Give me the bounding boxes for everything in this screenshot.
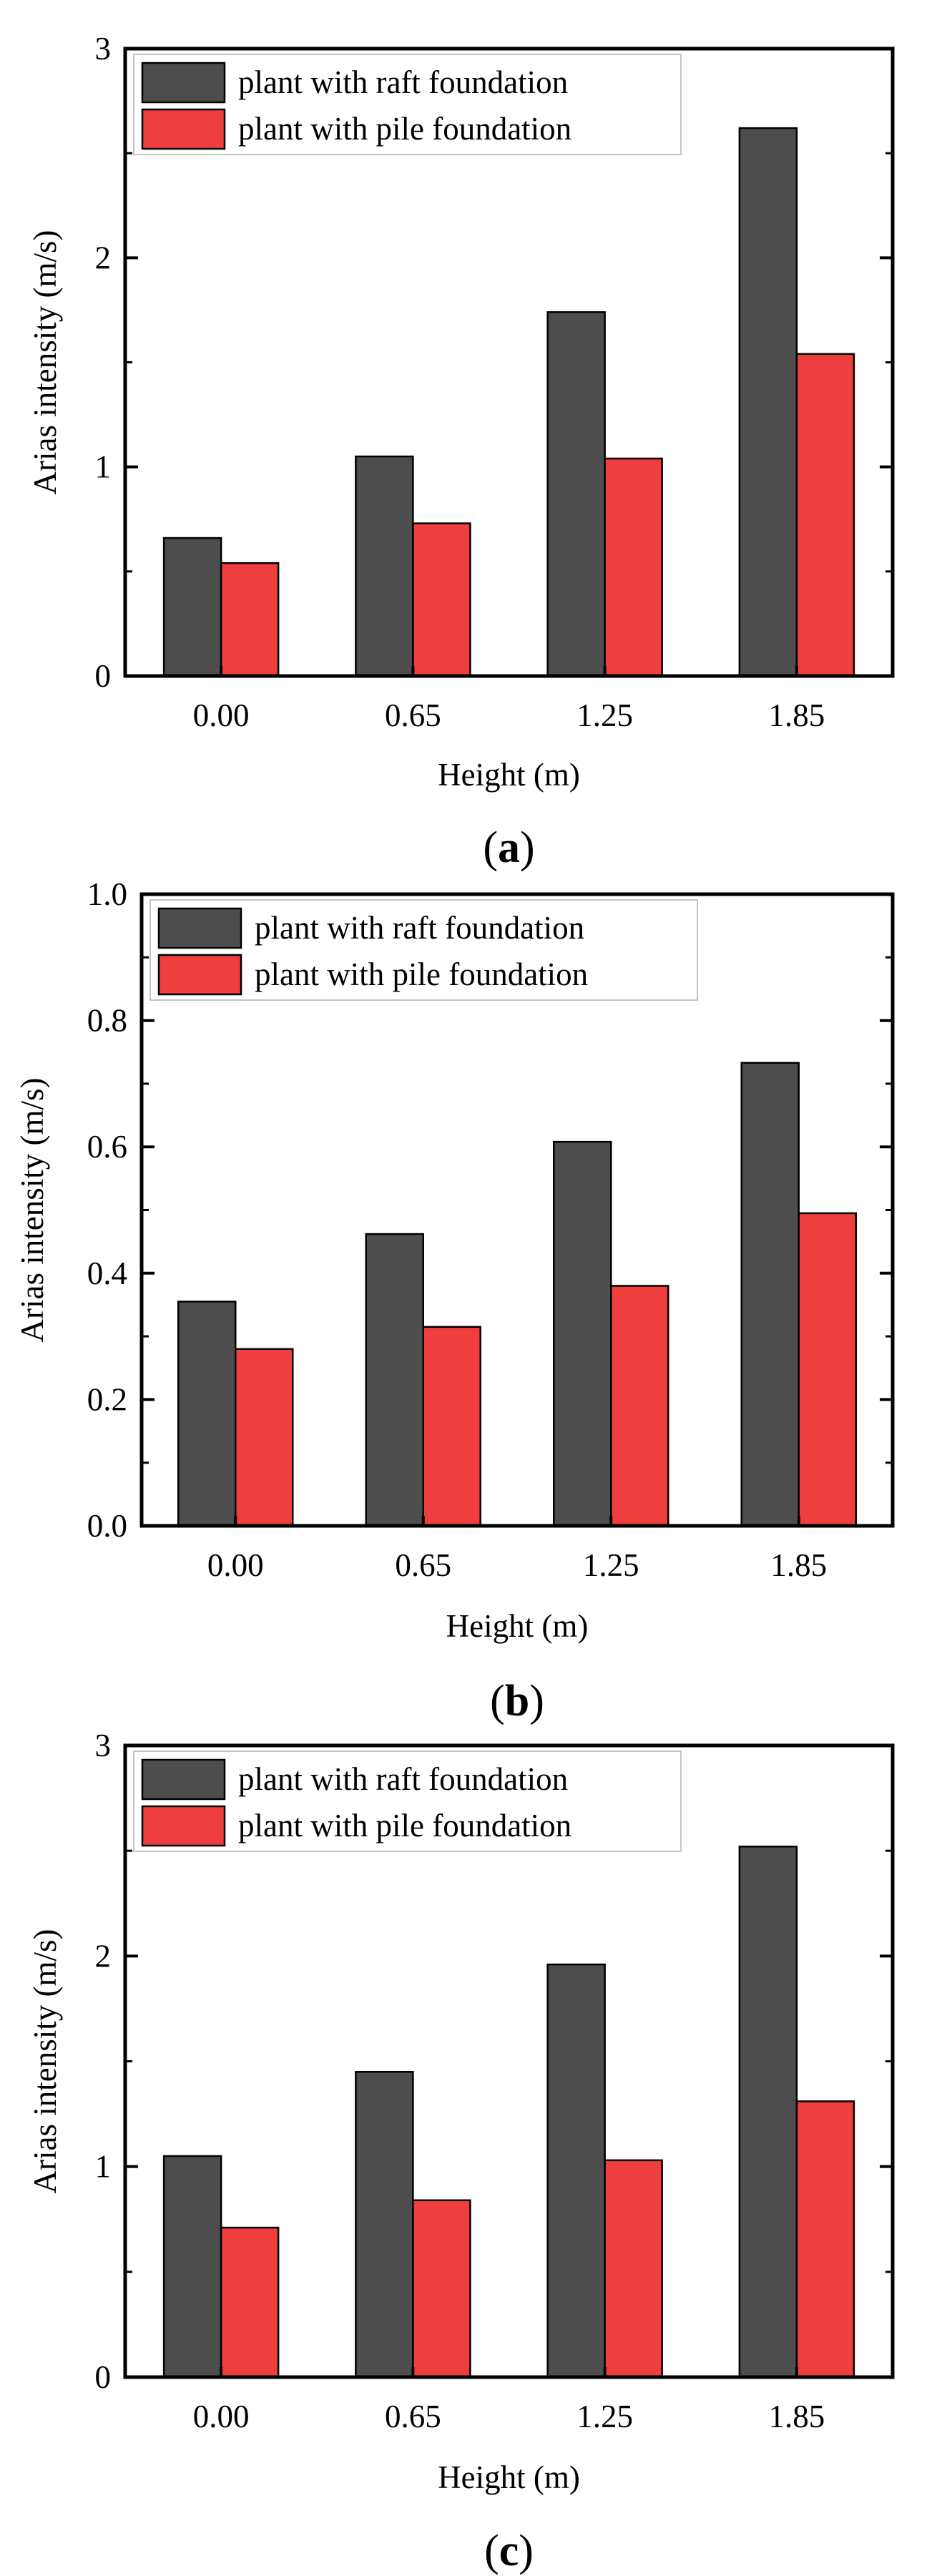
- legend-label-pile: plant with pile foundation: [238, 111, 571, 147]
- bar-raft-3: [738, 127, 798, 677]
- bar-pile-3: [795, 2100, 855, 2379]
- x-tick-label: 0.65: [385, 2399, 441, 2434]
- x-tick-label: 1.25: [576, 697, 633, 733]
- y-tick-label: 0.0: [87, 1508, 127, 1544]
- legend-label-pile: plant with pile foundation: [238, 1808, 571, 1843]
- x-axis-title: Height (m): [438, 757, 580, 793]
- bar-pile-1: [412, 522, 471, 677]
- legend-swatch-raft: [141, 1758, 226, 1801]
- bar-pile-2: [604, 457, 663, 677]
- panel-label-open: (: [490, 1677, 505, 1725]
- panel-label-open: (: [483, 823, 498, 872]
- x-tick-label: 1.25: [583, 1547, 639, 1583]
- y-axis-title: Arias intensity (m/s): [27, 230, 63, 495]
- legend-label-raft: plant with raft foundation: [255, 910, 584, 946]
- bar-raft-2: [546, 1963, 606, 2379]
- legend-swatch-pile: [141, 1805, 226, 1847]
- legend-swatch-raft: [141, 62, 226, 104]
- y-axis-title: Arias intensity (m/s): [14, 1078, 50, 1343]
- chart-panel-a: 0 1 2 3 0.00 0.65 1.25 1.85 Height (m) Arias inte…: [27, 31, 895, 872]
- legend: plant with raft foundation plant with pil…: [133, 54, 682, 155]
- panel-label-letter: b: [505, 1677, 529, 1725]
- legend-swatch-pile: [157, 954, 242, 996]
- panel-label-letter: a: [498, 823, 520, 872]
- bar-pile-1: [422, 1326, 481, 1527]
- x-axis-title: Height (m): [438, 2459, 580, 2495]
- bar-raft-0: [162, 537, 222, 677]
- y-tick-label: 0.6: [87, 1129, 127, 1165]
- panel-label-close: ): [520, 823, 535, 872]
- panel-label-close: ): [529, 1677, 544, 1725]
- bar-pile-0: [235, 1348, 294, 1527]
- x-tick-label: 1.85: [769, 697, 825, 733]
- legend: plant with raft foundation plant with pil…: [149, 899, 698, 1001]
- bar-raft-0: [162, 2155, 222, 2379]
- y-tick-label: 3: [95, 1728, 112, 1763]
- bar-raft-1: [355, 2070, 414, 2379]
- legend-label-raft: plant with raft foundation: [238, 64, 568, 100]
- x-tick-label: 0.00: [193, 2399, 250, 2434]
- y-tick-label: 2: [95, 1938, 112, 1974]
- panel-label: (c): [484, 2527, 534, 2575]
- x-tick-label: 0.00: [207, 1547, 264, 1583]
- bar-pile-1: [412, 2199, 471, 2379]
- y-tick-label: 0.2: [87, 1381, 127, 1417]
- bar-raft-1: [365, 1233, 424, 1527]
- legend-swatch-raft: [157, 907, 242, 949]
- legend-label-pile: plant with pile foundation: [255, 956, 588, 992]
- bar-raft-3: [740, 1062, 800, 1527]
- legend: plant with raft foundation plant with pil…: [133, 1750, 682, 1852]
- bar-raft-2: [553, 1140, 612, 1527]
- y-axis-title: Arias intensity (m/s): [27, 1929, 63, 2194]
- y-tick-label: 1: [95, 449, 112, 485]
- x-tick-label: 1.25: [576, 2399, 633, 2434]
- bar-pile-0: [220, 2226, 280, 2379]
- x-tick-label: 1.85: [769, 2399, 825, 2434]
- x-tick-label: 1.85: [770, 1547, 827, 1583]
- x-tick-label: 0.00: [193, 697, 250, 733]
- bar-raft-0: [177, 1301, 237, 1527]
- y-tick-label: 1.0: [87, 876, 127, 912]
- bar-pile-3: [795, 353, 855, 677]
- bar-raft-2: [546, 311, 606, 677]
- bar-pile-0: [220, 562, 280, 677]
- x-tick-label: 0.65: [395, 1547, 451, 1583]
- legend-swatch-pile: [141, 108, 226, 150]
- panel-label-open: (: [484, 2527, 499, 2575]
- chart-panel-b: 0.0 0.2 0.4 0.6 0.8 1.0 0.00 0.65 1.25 1.85 Height…: [14, 876, 895, 1725]
- bar-pile-3: [798, 1212, 857, 1527]
- chart-panel-c: 0 1 2 3 0.00 0.65 1.25 1.85 Height (m) Arias inte…: [27, 1728, 895, 2575]
- bar-pile-2: [610, 1285, 669, 1527]
- bar-raft-3: [738, 1846, 798, 2379]
- y-tick-label: 0.8: [87, 1003, 127, 1039]
- panel-label: (b): [490, 1677, 544, 1725]
- y-tick-label: 3: [95, 31, 112, 67]
- y-tick-label: 0: [95, 658, 112, 694]
- panel-label: (a): [483, 823, 534, 872]
- bar-raft-1: [355, 455, 414, 677]
- x-axis-title: Height (m): [446, 1608, 589, 1644]
- panel-label-close: ): [519, 2527, 534, 2575]
- y-tick-label: 1: [95, 2149, 112, 2185]
- y-tick-label: 0.4: [87, 1255, 127, 1291]
- y-tick-label: 0: [95, 2359, 112, 2395]
- panel-label-letter: c: [499, 2527, 519, 2575]
- y-tick-label: 2: [95, 240, 112, 275]
- bar-pile-2: [604, 2159, 663, 2379]
- legend-label-raft: plant with raft foundation: [238, 1761, 568, 1797]
- x-tick-label: 0.65: [385, 697, 441, 733]
